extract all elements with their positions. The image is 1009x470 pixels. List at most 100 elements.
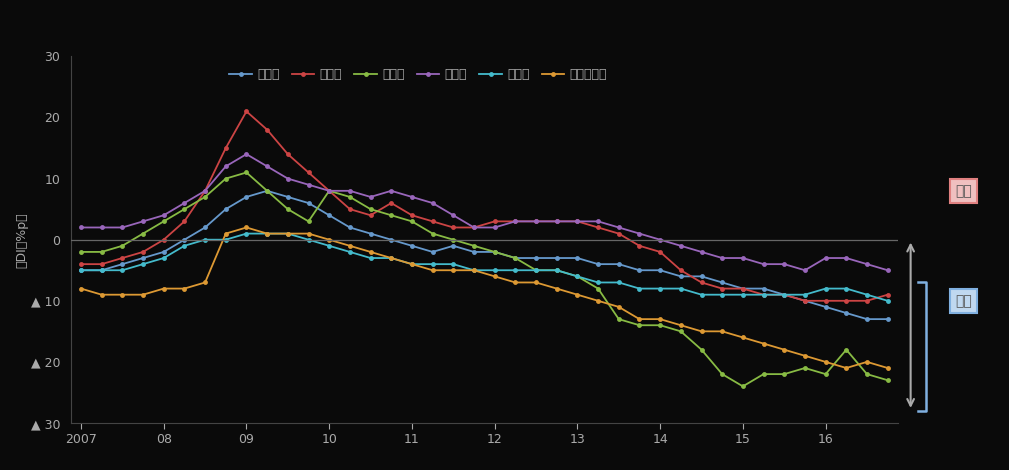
小売業 (571, 274, 583, 279)
サービス業 (75, 286, 87, 291)
卸売業 (882, 267, 894, 273)
小売業 (695, 292, 707, 298)
小売業 (364, 255, 376, 261)
小売業 (96, 267, 108, 273)
サービス業 (344, 243, 356, 249)
小売業 (116, 267, 128, 273)
全産業 (427, 249, 439, 255)
建設業 (406, 219, 418, 224)
小売業 (199, 237, 211, 243)
製造業 (695, 280, 707, 285)
製造業 (447, 225, 459, 230)
卸売業 (447, 212, 459, 218)
建設業 (344, 194, 356, 200)
卸売業 (592, 219, 604, 224)
サービス業 (716, 329, 728, 334)
卸売業 (96, 225, 108, 230)
小売業 (303, 237, 315, 243)
小売業 (551, 267, 563, 273)
サービス業 (882, 365, 894, 371)
全産業 (261, 188, 273, 194)
製造業 (510, 219, 522, 224)
製造業 (861, 298, 873, 304)
全産業 (882, 316, 894, 322)
建設業 (571, 274, 583, 279)
製造業 (282, 151, 294, 157)
Line: サービス業: サービス業 (79, 225, 890, 370)
サービス業 (468, 267, 480, 273)
サービス業 (510, 280, 522, 285)
建設業 (447, 237, 459, 243)
全産業 (116, 261, 128, 267)
サービス業 (840, 365, 853, 371)
全産業 (199, 225, 211, 230)
サービス業 (261, 231, 273, 236)
全産業 (240, 194, 252, 200)
全産業 (758, 286, 770, 291)
サービス業 (675, 322, 687, 328)
全産業 (96, 267, 108, 273)
小売業 (634, 286, 646, 291)
卸売業 (510, 219, 522, 224)
製造業 (716, 286, 728, 291)
サービス業 (634, 316, 646, 322)
建設業 (323, 188, 335, 194)
卸売業 (427, 200, 439, 206)
全産業 (612, 261, 625, 267)
卸売業 (716, 255, 728, 261)
サービス業 (551, 286, 563, 291)
全産業 (778, 292, 790, 298)
全産業 (861, 316, 873, 322)
サービス業 (799, 353, 811, 359)
全産業 (344, 225, 356, 230)
製造業 (199, 188, 211, 194)
建設業 (510, 255, 522, 261)
卸売業 (261, 164, 273, 169)
卸売業 (303, 182, 315, 188)
小売業 (654, 286, 666, 291)
卸売業 (468, 225, 480, 230)
建設業 (695, 347, 707, 352)
製造業 (882, 292, 894, 298)
サービス業 (571, 292, 583, 298)
サービス業 (427, 267, 439, 273)
サービス業 (488, 274, 500, 279)
建設業 (758, 371, 770, 377)
卸売業 (819, 255, 831, 261)
全産業 (592, 261, 604, 267)
卸売業 (612, 225, 625, 230)
サービス業 (364, 249, 376, 255)
小売業 (261, 231, 273, 236)
製造業 (75, 261, 87, 267)
製造業 (530, 219, 542, 224)
Text: 過剰: 過剰 (956, 184, 972, 198)
小売業 (778, 292, 790, 298)
建設業 (137, 231, 149, 236)
小売業 (612, 280, 625, 285)
全産業 (468, 249, 480, 255)
小売業 (468, 267, 480, 273)
サービス業 (737, 335, 749, 340)
卸売業 (778, 261, 790, 267)
Line: 卸売業: 卸売業 (79, 152, 890, 273)
製造業 (819, 298, 831, 304)
建設業 (261, 188, 273, 194)
建設業 (240, 170, 252, 175)
製造業 (468, 225, 480, 230)
サービス業 (116, 292, 128, 298)
サービス業 (96, 292, 108, 298)
建設業 (634, 322, 646, 328)
卸売業 (695, 249, 707, 255)
全産業 (840, 310, 853, 316)
建設業 (592, 286, 604, 291)
小売業 (592, 280, 604, 285)
卸売業 (323, 188, 335, 194)
製造業 (634, 243, 646, 249)
製造業 (96, 261, 108, 267)
建設業 (96, 249, 108, 255)
卸売業 (406, 194, 418, 200)
製造業 (799, 298, 811, 304)
小売業 (344, 249, 356, 255)
小売業 (882, 298, 894, 304)
建設業 (75, 249, 87, 255)
